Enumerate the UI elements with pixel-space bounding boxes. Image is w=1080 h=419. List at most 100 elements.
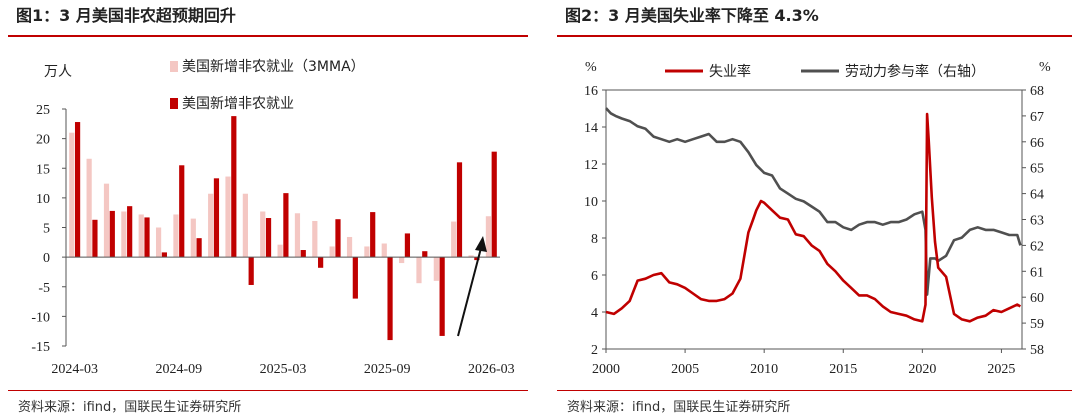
chart2-svg: % %16141210864268676665646362616059582000… [584,60,1051,377]
chart2-line-unemployment [605,112,1022,323]
chart1-bar-payrolls [161,252,167,258]
chart1-bar-3mma [312,220,318,258]
chart1-legend-label-3mma: 美国新增非农就业（3MMA） [182,59,365,75]
chart1-bar-3mma [399,257,405,264]
chart1-bar-payrolls [335,219,341,258]
chart2-left-tick-label: 8 [591,232,598,247]
chart2-left-tick-label: 16 [584,84,598,99]
chart1-bar-payrolls [109,210,115,258]
chart1-bar-3mma [346,236,353,258]
chart1-bar-3mma [121,211,127,258]
chart1-x-tick-label: 2025-09 [364,362,411,377]
chart1-y-tick-label: -5 [38,281,50,296]
chart2-left-tick-label: 10 [584,195,598,210]
chart1-bar-payrolls [74,122,81,258]
chart1-bar-payrolls [127,206,133,258]
chart1-bar-payrolls [248,257,254,285]
chart1-bar-3mma [225,176,231,258]
chart1-legend-label-payrolls: 美国新增非农就业 [182,96,294,112]
chart1-y-tick-label: 20 [36,133,50,148]
chart1-bar-payrolls [213,178,220,258]
chart2-right-tick-label: 58 [1030,343,1044,358]
chart1-bar-3mma [242,193,248,258]
chart1-x-tick-label: 2024-03 [51,362,98,377]
chart2-title-rule [557,35,1072,37]
chart2-right-unit: % [1039,60,1051,75]
chart1-y-tick-label: -10 [31,310,50,325]
chart1-bar-3mma [260,211,266,258]
chart1-bar-payrolls [474,257,480,261]
chart1-bar-3mma [364,246,370,258]
chart1-bar-3mma [329,246,335,258]
chart2-x-tick-label: 2025 [987,362,1015,377]
chart1-bar-3mma [190,218,196,258]
chart1-y-tick-label: 10 [36,192,50,207]
chart1-legend-swatch-payrolls [170,98,178,109]
chart1-bar-payrolls [179,165,185,258]
chart1-bar-payrolls [318,257,324,268]
chart1-legend-swatch-3mma [170,61,178,72]
chart1-bar-3mma [86,158,92,258]
chart1-bar-3mma [173,214,179,258]
chart1-bar-3mma [294,213,301,258]
chart1-bar-payrolls [92,219,98,258]
chart1-bar-payrolls [422,251,428,258]
chart1-bar-payrolls [144,217,150,258]
chart1-bar-3mma [451,221,457,258]
chart1-bar-3mma [381,243,387,258]
chart1-y-tick-label: -15 [31,340,50,355]
chart1-y-tick-label: 5 [43,222,50,237]
chart1-x-tick-label: 2024-09 [156,362,203,377]
chart1-bar-3mma [138,214,144,258]
chart2-right-tick-label: 64 [1030,188,1044,203]
chart2-x-tick-label: 2010 [750,362,778,377]
chart1-svg: 万人 25 20 15 10 5 0 -5 -10 -15 美国新增非农就业（3MMA） 美国新增非农… [31,59,514,377]
chart1-bar-3mma [103,183,110,258]
chart2-plot-frame [605,89,1023,350]
chart2-legend-label-participation: 劳动力参与率（右轴） [845,63,985,80]
chart1-bar-payrolls [352,257,358,299]
chart2-source: 资料来源：ifind，国联民生证券研究所 [567,400,791,415]
chart1-bar-3mma [277,244,283,258]
chart1-bar-3mma [485,216,492,258]
chart1-bar-3mma [155,227,162,258]
chart1-bar-payrolls [231,116,237,258]
chart1-bar-3mma [416,257,422,284]
chart1-bar-payrolls [404,233,411,258]
chart2-x-tick-label: 2015 [829,362,857,377]
chart2-left-tick-label: 2 [591,343,598,358]
chart1-bar-payrolls [300,250,306,258]
chart1-y-tick-label: 15 [36,162,50,177]
chart2-x-tick-label: 2000 [592,362,620,377]
chart1-y-tick-label: 0 [43,251,50,266]
chart1-bar-3mma [208,193,214,258]
chart1-title: 图1：3 月美国非农超预期回升 [16,6,236,25]
chart-panel-2: 图2：3 月美国失业率下降至 4.3% %% 16 14 12 10 8 6 4 2 68 67 66… [549,0,1080,419]
chart1-bar-payrolls [491,151,497,258]
chart2-title: 图2：3 月美国失业率下降至 4.3% [565,6,819,25]
chart1-bar-3mma [69,132,75,258]
chart1-bar-3mma [468,255,474,258]
chart1-bar-payrolls [196,238,202,258]
chart1-title-rule [8,35,528,37]
chart2-right-tick-label: 66 [1030,136,1044,151]
chart1-bar-payrolls [439,257,445,336]
chart2-left-tick-label: 6 [591,269,598,284]
chart1-trend-arrow-head [475,236,487,252]
chart2-right-tick-label: 61 [1030,265,1044,280]
chart2-right-tick-label: 65 [1030,162,1044,177]
chart-panel-1: 图1：3 月美国非农超预期回升 万人 25 20 15 10 5 0 -5 -10 -15 美国新增… [8,6,528,415]
chart1-bar-payrolls [456,162,463,258]
chart2-right-tick-label: 68 [1030,84,1044,99]
chart2-line-participation [605,107,1022,296]
chart1-bar-payrolls [370,212,376,258]
chart1-bar-payrolls [283,193,289,258]
chart2-x-tick-label: 2005 [671,362,699,377]
chart1-source: 资料来源：ifind，国联民生证券研究所 [18,400,242,415]
chart2-right-tick-label: 67 [1030,110,1044,125]
chart2-x-tick-label: 2020 [908,362,936,377]
chart2-right-tick-label: 60 [1030,291,1044,306]
chart1-bar-payrolls [387,257,393,341]
chart1-bottom-rule [8,390,528,391]
chart1-y-tick-label: 25 [36,103,50,118]
